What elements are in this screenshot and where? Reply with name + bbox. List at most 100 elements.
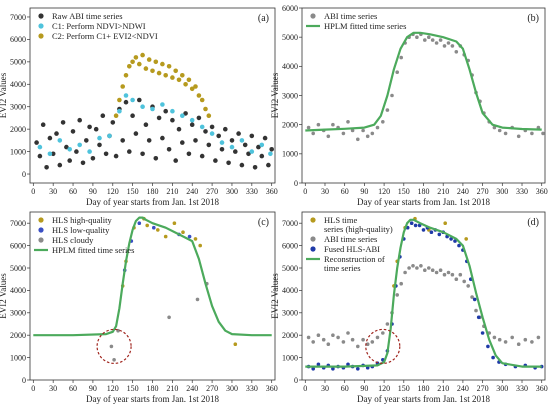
- x-tick-label: 360: [536, 187, 548, 196]
- series-1-3-point: [123, 73, 129, 78]
- series-2-1-point: [442, 44, 447, 48]
- legend-label: HLS high-quality: [52, 215, 112, 225]
- series-2-1-point: [370, 131, 375, 136]
- series-1-1-point: [249, 133, 255, 139]
- x-tick-label: 150: [398, 187, 410, 196]
- legend-label: HLS low-quality: [52, 225, 110, 235]
- x-tick-label: 0: [303, 187, 307, 196]
- legend-item-1: Raw ABI time series: [38, 11, 123, 21]
- series-1-1-point: [259, 153, 265, 159]
- y-tick-label: 5000: [10, 58, 26, 67]
- series-4-2-point: [356, 344, 360, 349]
- legend-item-4: Reconstruction of time series: [306, 254, 385, 273]
- y-tick-label: 3000: [282, 309, 298, 318]
- series-1-1-point: [223, 126, 228, 132]
- series-1-3-point: [127, 64, 132, 69]
- y-tick-label: 6000: [282, 241, 298, 250]
- series-2-1-point: [399, 55, 404, 60]
- series-4-3-point: [346, 362, 350, 367]
- y-tick-label: 7000: [10, 13, 26, 22]
- series-4-2-point: [350, 337, 355, 342]
- x-tick-label: 210: [437, 384, 449, 393]
- series-4-2-point: [326, 342, 331, 347]
- series-4-3-point: [409, 221, 414, 225]
- legend-label: HPLM fitted time series: [52, 245, 134, 255]
- x-tick-label: 60: [69, 187, 77, 196]
- series-1-2-point: [199, 124, 205, 130]
- series-1-1-point: [262, 135, 268, 141]
- x-tick-label: 150: [127, 384, 139, 393]
- series-1-1-point: [50, 151, 56, 157]
- legend-label: C2: Perform C1+ EVI2<NDVI: [52, 31, 158, 41]
- x-tick-label: 120: [107, 384, 119, 393]
- x-axis-title: Day of year starts from Jan. 1st 2018: [86, 394, 219, 404]
- series-1-2-point: [229, 144, 235, 150]
- series-2-1-point: [326, 134, 331, 139]
- series-3-2-point: [152, 225, 156, 230]
- x-tick-label: 90: [89, 384, 97, 393]
- series-2-1-point: [306, 125, 311, 130]
- series-1-3-point: [146, 57, 152, 62]
- series-1-2-point: [77, 142, 82, 148]
- x-tick-label: 300: [226, 384, 238, 393]
- x-tick-label: 330: [246, 384, 258, 393]
- x-tick-label: 60: [341, 384, 349, 393]
- legend-label: HLS cloudy: [52, 235, 94, 245]
- series-1-2-point: [87, 149, 92, 154]
- series-4-3-point: [413, 223, 418, 228]
- series-2-1-point: [450, 44, 455, 48]
- series-1-1-point: [213, 158, 218, 163]
- series-4-2-point: [370, 340, 375, 344]
- series-3-1-point: [233, 342, 238, 347]
- series-1-3-point: [140, 52, 145, 58]
- legend-label: HPLM fitted time series: [324, 21, 406, 31]
- series-1-1-point: [266, 162, 271, 168]
- series-1-2-point: [123, 93, 129, 98]
- series-1-1-point: [137, 97, 142, 103]
- series-4-2-point: [395, 293, 400, 297]
- x-tick-label: 210: [437, 187, 449, 196]
- y-tick-label: 5000: [10, 264, 26, 273]
- series-1-3-point: [189, 86, 195, 92]
- series-1-1-point: [60, 120, 66, 125]
- series-1-1-point: [256, 144, 261, 150]
- series-1-3-point: [170, 75, 175, 80]
- series-4-2-point: [407, 266, 411, 270]
- legend-item-2: ABI time series: [310, 234, 377, 244]
- series-1-1-point: [37, 153, 43, 159]
- series-1-3-point: [120, 84, 125, 89]
- series-4-2-point: [427, 266, 431, 270]
- series-3-3-point: [112, 358, 116, 362]
- series-1-3-point: [137, 61, 142, 67]
- x-tick-label: 180: [418, 384, 430, 393]
- x-axis-title: Day of year starts from Jan. 1st 2018: [357, 197, 490, 207]
- series-1-2-point: [268, 151, 273, 157]
- series-2-1-point: [497, 128, 502, 133]
- y-tick-label: 0: [294, 179, 298, 188]
- series-1-3-point: [199, 97, 205, 103]
- y-tick-label: 6000: [10, 35, 26, 44]
- series-1-3-point: [193, 84, 198, 89]
- x-tick-label: 240: [186, 187, 198, 196]
- series-2-1-point: [503, 131, 508, 136]
- legend-item-4: HPLM fitted time series: [34, 245, 134, 255]
- series-2-2-line: [305, 31, 542, 132]
- legend-swatch-marker: [38, 227, 44, 233]
- annotation-circle: [96, 328, 132, 364]
- series-4-2-point: [403, 270, 407, 275]
- legend-label: HLS time series (high-quality): [324, 215, 393, 234]
- y-axis-title: EVI2 Values: [0, 273, 8, 319]
- series-4-2-point: [311, 340, 316, 344]
- series-1-1-point: [206, 142, 212, 148]
- y-tick-label: 4000: [282, 286, 298, 295]
- series-1-3-point: [156, 70, 162, 76]
- series-4-3-point: [476, 315, 481, 320]
- plot-area: [305, 216, 544, 371]
- series-1-2-point: [180, 113, 185, 118]
- series-4-3-point: [311, 367, 316, 371]
- series-1-3-point: [166, 64, 172, 69]
- series-1-1-point: [34, 140, 39, 145]
- series-1-1-point: [176, 126, 182, 132]
- series-1-3-point: [133, 55, 139, 60]
- series-1-1-point: [156, 115, 162, 121]
